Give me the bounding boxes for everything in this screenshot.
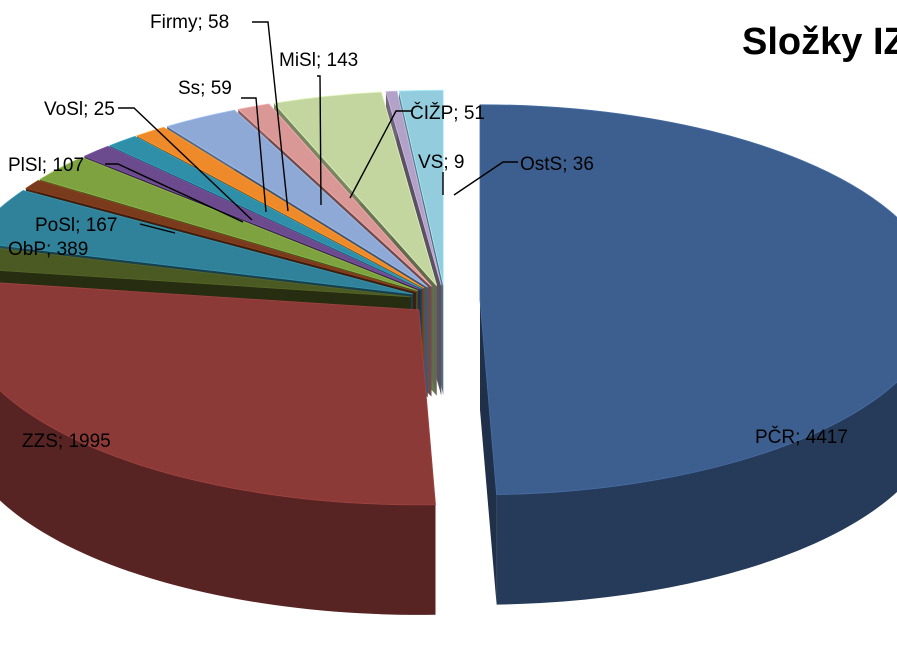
pie-slice-zzs bbox=[0, 282, 436, 506]
data-label-misl: MiSl; 143 bbox=[279, 50, 358, 71]
data-label-zzs: ZZS; 1995 bbox=[22, 431, 111, 452]
leader-line-posl bbox=[139, 223, 176, 234]
leader-line-firmy bbox=[252, 21, 289, 212]
data-label-ss: Ss; 59 bbox=[178, 78, 232, 99]
pie-slice-obp bbox=[0, 190, 414, 295]
slice-side-zzs bbox=[0, 390, 436, 615]
pie-slice-unlabeled-2 bbox=[0, 248, 411, 298]
pie-slice-misl bbox=[166, 109, 428, 288]
data-label-firmy: Firmy; 58 bbox=[150, 12, 229, 33]
pie-slice-plsl bbox=[39, 156, 418, 292]
data-label-pcr: PČR; 4417 bbox=[755, 426, 848, 448]
leader-line-cizp bbox=[349, 110, 411, 199]
data-label-obp: ObP; 389 bbox=[8, 239, 88, 260]
data-label-posl: PoSl; 167 bbox=[35, 215, 117, 236]
data-label-vs: VS; 9 bbox=[418, 152, 464, 173]
data-label-vosl: VoSl; 25 bbox=[44, 99, 115, 120]
pie-slice-cizp bbox=[237, 103, 432, 287]
leader-line-plsl bbox=[105, 163, 244, 223]
data-label-osts: OstS; 36 bbox=[520, 154, 594, 175]
pie-slice-pcr bbox=[479, 104, 897, 496]
pie-slice-osts bbox=[398, 89, 444, 286]
leader-line-osts bbox=[453, 161, 518, 196]
pie-slice-posl bbox=[25, 180, 416, 293]
pie-slice-ss bbox=[108, 135, 423, 290]
pie-slice-vs bbox=[385, 90, 442, 286]
leader-line-misl bbox=[317, 75, 322, 206]
leader-line-ss bbox=[241, 97, 267, 213]
leader-line-vosl bbox=[118, 107, 253, 221]
data-label-cizp: ČIŽP; 51 bbox=[410, 102, 485, 124]
pie-slice-firmy bbox=[136, 126, 425, 289]
data-label-plsl: PlSl; 107 bbox=[8, 155, 84, 176]
chart-title: Složky IZ bbox=[742, 21, 897, 63]
pie-slice-vosl bbox=[83, 145, 421, 290]
slice-wall-end-pcr bbox=[479, 299, 497, 605]
